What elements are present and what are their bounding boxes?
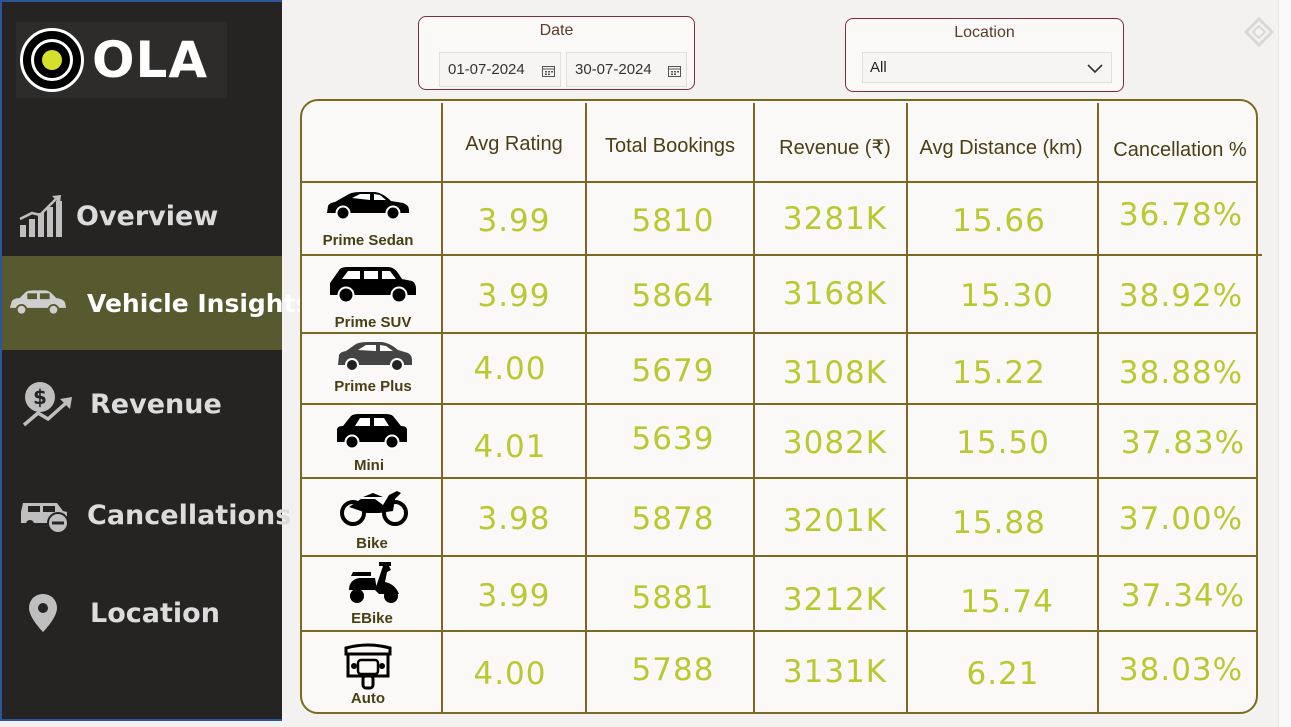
ola-logo-icon — [20, 28, 84, 92]
vehicle-label: EBike — [351, 610, 393, 627]
sidebar: OLA Overview — [0, 0, 310, 721]
table-grid — [302, 103, 1256, 712]
date-slicer: Date 01-07-2024 30-07-2024 — [418, 16, 695, 90]
calendar-icon[interactable] — [542, 64, 555, 77]
cell-revenue: 3201K — [782, 503, 888, 539]
column-header-avg-distance: Avg Distance (km) — [919, 137, 1083, 159]
sidebar-item-location[interactable]: Location — [2, 566, 282, 660]
location-slicer: Location All — [845, 18, 1124, 92]
sidebar-item-label: Cancellations — [87, 499, 292, 531]
car-cancel-icon — [14, 490, 76, 540]
cell-total-bookings: 5810 — [631, 203, 715, 239]
location-dropdown[interactable]: All — [862, 52, 1112, 83]
sidebar-item-label: Location — [90, 597, 220, 629]
vehicle-label: Bike — [356, 535, 388, 552]
cell-avg-distance: 15.88 — [952, 505, 1046, 541]
vehicle-label: Prime SUV — [334, 314, 412, 331]
chevron-down-icon[interactable] — [1087, 61, 1103, 78]
cell-avg-rating: 3.98 — [477, 501, 551, 537]
column-header-avg-rating: Avg Rating — [465, 133, 563, 155]
logo-text: OLA — [92, 31, 209, 89]
location-slicer-title: Location — [954, 24, 1015, 41]
cell-avg-rating: 3.99 — [477, 278, 551, 314]
vehicle-insights-table: Avg Rating Total Bookings Revenue (₹) Av… — [300, 99, 1258, 714]
cell-total-bookings: 5679 — [631, 353, 715, 389]
cell-total-bookings: 5881 — [631, 580, 715, 616]
end-date-value: 30-07-2024 — [575, 61, 652, 78]
focus-mode-icon[interactable] — [1243, 16, 1275, 48]
svg-text:$: $ — [33, 385, 47, 409]
auto-rickshaw-icon — [342, 642, 394, 694]
hatchback-icon — [336, 341, 414, 377]
cell-cancellation: 36.78% — [1118, 197, 1244, 233]
cell-avg-rating: 3.99 — [477, 203, 551, 239]
scooter-icon — [345, 560, 401, 610]
vehicle-label: Prime Sedan — [322, 232, 414, 249]
scrollbar[interactable] — [1278, 0, 1291, 727]
cell-revenue: 3108K — [782, 355, 888, 391]
cell-total-bookings: 5788 — [631, 652, 715, 688]
money-growth-icon: $ — [16, 379, 78, 429]
cell-cancellation: 37.00% — [1118, 501, 1244, 537]
cell-cancellation: 38.92% — [1118, 278, 1244, 314]
sedan-icon — [325, 189, 411, 225]
cell-total-bookings: 5639 — [631, 421, 715, 457]
divider — [1257, 254, 1262, 256]
sidebar-item-label: Vehicle Insights — [87, 288, 311, 318]
cell-avg-distance: 15.50 — [956, 425, 1050, 461]
cell-avg-rating: 4.00 — [473, 656, 547, 692]
map-pin-icon — [12, 588, 74, 638]
location-selected-value: All — [870, 59, 887, 76]
cell-revenue: 3131K — [782, 654, 888, 690]
cell-total-bookings: 5864 — [631, 278, 715, 314]
sidebar-item-cancellations[interactable]: Cancellations — [2, 468, 291, 562]
motorbike-icon — [339, 485, 409, 531]
cell-revenue: 3281K — [782, 201, 888, 237]
start-date-input[interactable]: 01-07-2024 — [439, 52, 561, 87]
cell-total-bookings: 5878 — [631, 501, 715, 537]
date-slicer-title: Date — [539, 22, 574, 39]
mini-car-icon — [335, 412, 409, 454]
cell-avg-rating: 3.99 — [477, 578, 551, 614]
cell-avg-distance: 15.74 — [960, 584, 1054, 620]
ola-logo: OLA — [16, 22, 227, 98]
cell-revenue: 3082K — [782, 425, 888, 461]
sidebar-item-overview[interactable]: Overview — [2, 169, 282, 263]
cell-avg-rating: 4.00 — [473, 351, 547, 387]
sidebar-item-revenue[interactable]: $ Revenue — [2, 357, 282, 451]
vehicle-label: Mini — [354, 457, 384, 474]
cell-avg-distance: 15.30 — [960, 278, 1054, 314]
cell-cancellation: 37.83% — [1120, 425, 1246, 461]
cell-revenue: 3168K — [782, 276, 888, 312]
sidebar-item-label: Revenue — [90, 388, 222, 420]
end-date-input[interactable]: 30-07-2024 — [566, 52, 687, 87]
cell-cancellation: 38.88% — [1118, 355, 1244, 391]
start-date-value: 01-07-2024 — [448, 61, 525, 78]
cell-avg-distance: 15.66 — [952, 203, 1046, 239]
cell-revenue: 3212K — [782, 582, 888, 618]
growth-chart-icon — [10, 191, 72, 241]
cell-avg-distance: 15.22 — [952, 355, 1046, 391]
vehicle-label: Auto — [350, 690, 386, 707]
car-icon — [6, 278, 68, 328]
cell-avg-rating: 4.01 — [473, 429, 547, 465]
cell-cancellation: 38.03% — [1118, 652, 1244, 688]
column-header-cancellation: Cancellation % — [1113, 139, 1247, 161]
vehicle-label: Prime Plus — [334, 378, 412, 395]
sidebar-item-vehicle-insights[interactable]: Vehicle Insights — [2, 256, 310, 350]
column-header-revenue: Revenue (₹) — [779, 137, 891, 159]
column-header-total-bookings: Total Bookings — [604, 135, 736, 157]
suv-icon — [328, 265, 418, 309]
cell-avg-distance: 6.21 — [966, 656, 1040, 692]
cell-cancellation: 37.34% — [1120, 578, 1246, 614]
sidebar-item-label: Overview — [76, 200, 219, 232]
calendar-icon[interactable] — [668, 64, 681, 77]
